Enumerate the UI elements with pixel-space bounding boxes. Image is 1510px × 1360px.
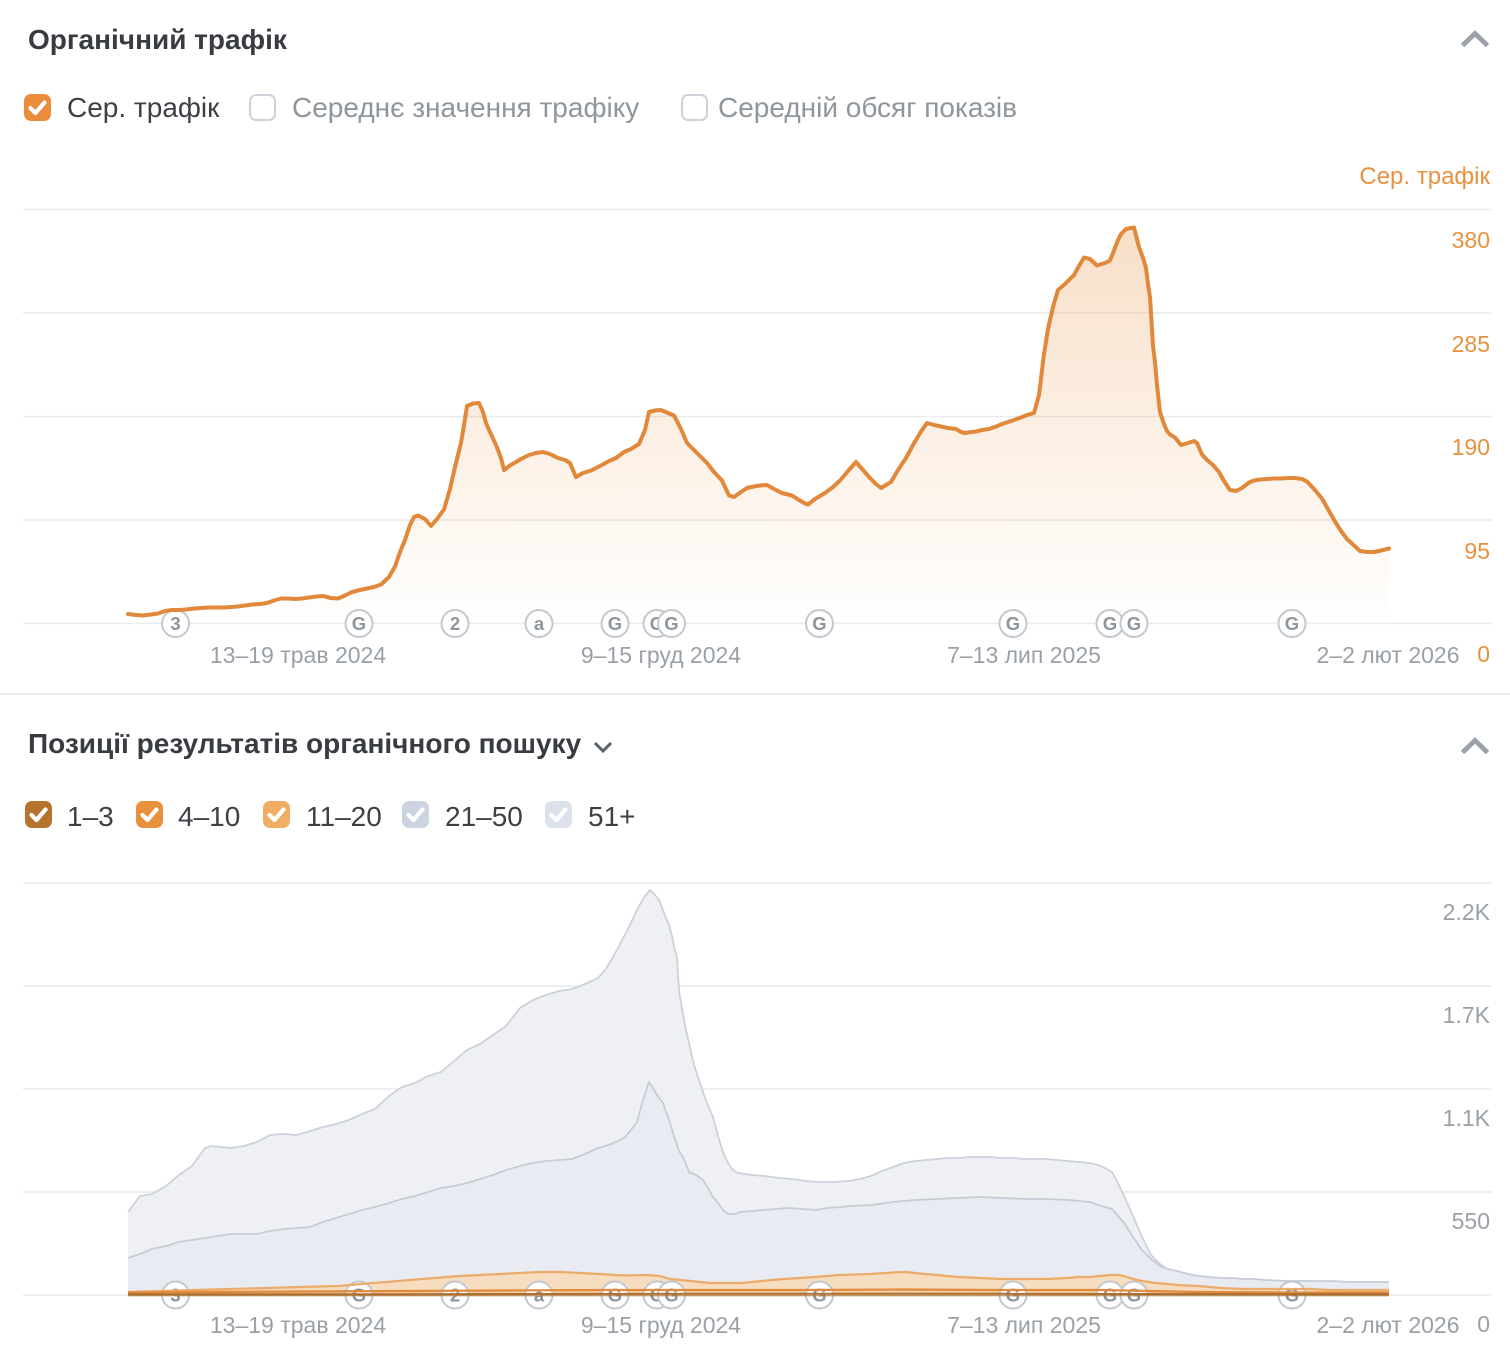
svg-text:G: G [1103, 1285, 1117, 1306]
svg-text:G: G [1006, 1285, 1020, 1306]
svg-text:G: G [812, 1285, 826, 1306]
svg-text:G: G [608, 1285, 622, 1306]
svg-text:G: G [1127, 1285, 1141, 1306]
svg-text:G: G [664, 1285, 678, 1306]
